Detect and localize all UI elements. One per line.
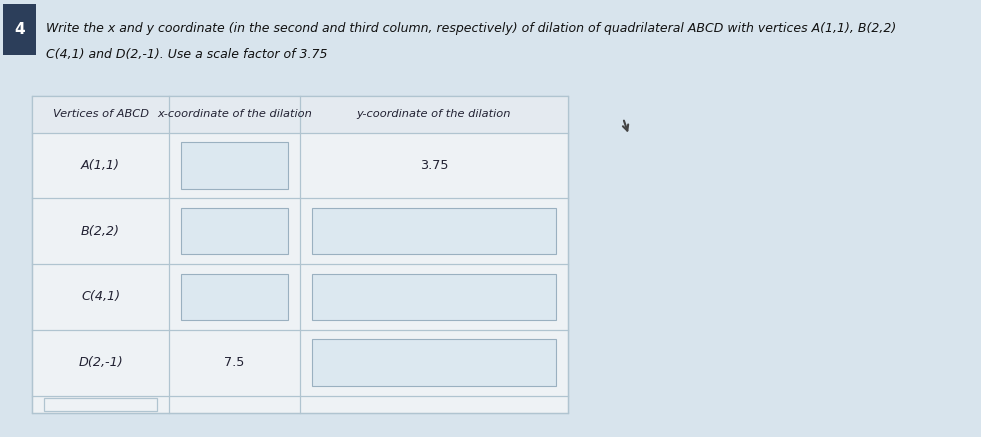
Text: 3.75: 3.75 <box>420 159 448 172</box>
FancyBboxPatch shape <box>32 96 568 132</box>
Text: D(2,-1): D(2,-1) <box>78 356 123 369</box>
Text: Vertices of ABCD: Vertices of ABCD <box>53 109 148 119</box>
Text: B(2,2): B(2,2) <box>81 225 120 238</box>
FancyBboxPatch shape <box>312 208 556 254</box>
FancyBboxPatch shape <box>181 208 288 254</box>
FancyBboxPatch shape <box>181 142 288 189</box>
Text: Write the x and y coordinate (in the second and third column, respectively) of d: Write the x and y coordinate (in the sec… <box>46 22 897 35</box>
FancyBboxPatch shape <box>3 4 35 55</box>
Text: x-coordinate of the dilation: x-coordinate of the dilation <box>157 109 312 119</box>
FancyBboxPatch shape <box>181 274 288 320</box>
Text: C(4,1): C(4,1) <box>81 291 120 303</box>
Text: y-coordinate of the dilation: y-coordinate of the dilation <box>357 109 511 119</box>
Text: 4: 4 <box>15 22 25 37</box>
FancyBboxPatch shape <box>312 274 556 320</box>
Text: C(4,1) and D(2,-1). Use a scale factor of 3.75: C(4,1) and D(2,-1). Use a scale factor o… <box>46 48 328 61</box>
Text: 7.5: 7.5 <box>225 356 244 369</box>
Text: A(1,1): A(1,1) <box>81 159 120 172</box>
FancyBboxPatch shape <box>44 398 157 411</box>
FancyBboxPatch shape <box>312 340 556 386</box>
FancyBboxPatch shape <box>32 96 568 413</box>
